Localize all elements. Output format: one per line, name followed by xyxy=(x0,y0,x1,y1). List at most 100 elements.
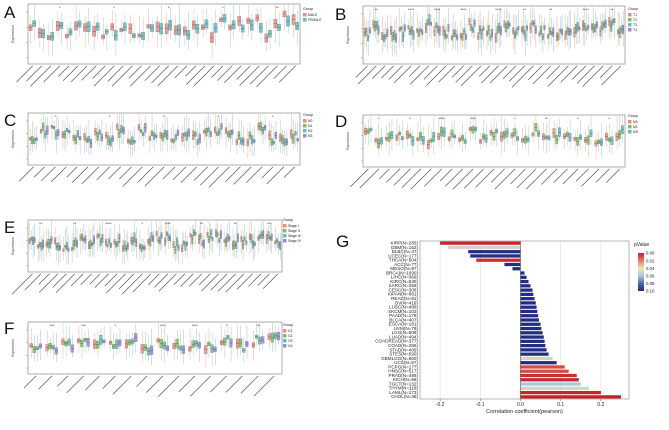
x-tick-label-mark xyxy=(201,273,219,292)
x-tick-label-mark xyxy=(128,65,142,79)
x-tick-label-mark xyxy=(185,65,197,77)
legend-swatch xyxy=(283,229,287,233)
legend-title: Group xyxy=(628,7,638,11)
y-tick-label: DLBC(N=47) xyxy=(392,249,419,254)
x-tick-label-mark xyxy=(575,168,589,182)
x-tick-label-mark xyxy=(601,65,621,86)
x-tick-label-mark xyxy=(379,168,390,180)
legend-title: Group xyxy=(303,113,313,117)
x-tick-label-mark xyxy=(475,168,495,188)
x-tick-label: 0.1 xyxy=(557,402,564,408)
significance-label: ** xyxy=(549,7,553,12)
bar xyxy=(520,301,536,305)
legend-title: Group xyxy=(628,114,638,118)
bar xyxy=(520,361,557,365)
x-tick-label-mark xyxy=(70,273,84,287)
significance-label: **** xyxy=(438,116,445,121)
legend-title: Group xyxy=(283,218,293,222)
y-tick-label: LAML(N=173) xyxy=(389,390,418,395)
x-tick-label-mark xyxy=(18,166,34,182)
x-tick-label-mark xyxy=(210,375,227,393)
legend-entry: M1 xyxy=(633,125,638,129)
y-tick-label: LGG(N=508) xyxy=(392,330,419,335)
x-tick-label-mark xyxy=(81,65,97,81)
bar xyxy=(520,271,525,275)
y-tick-label: THYM(N=118) xyxy=(389,386,419,391)
x-tick-label-mark xyxy=(23,375,37,389)
x-tick-label-mark xyxy=(26,65,42,82)
bar xyxy=(520,314,539,318)
panel-label-a: A xyxy=(4,3,16,22)
significance-label: **** xyxy=(408,7,415,12)
significance-label: ** xyxy=(234,221,238,226)
bar xyxy=(512,267,521,271)
significance-label: **** xyxy=(192,323,199,328)
x-tick-label-mark xyxy=(266,166,285,185)
x-tick-label-mark xyxy=(250,65,269,85)
bar xyxy=(520,275,527,279)
legend-entry: MALE xyxy=(308,13,318,17)
bar xyxy=(520,284,531,288)
legend-swatch xyxy=(303,18,307,22)
legend-entry: T1 xyxy=(633,13,637,17)
x-tick-label-mark xyxy=(30,65,52,87)
x-tick-label-mark xyxy=(478,65,490,77)
plot-frame xyxy=(27,219,283,273)
y-tick-label: KIRP(N=285) xyxy=(391,241,419,246)
x-tick-label-mark xyxy=(94,273,109,288)
y-tick-label: SARC(N=258) xyxy=(389,283,419,288)
bar xyxy=(520,335,544,339)
legend-swatch xyxy=(303,124,307,128)
y-tick-label: CESC(N=306) xyxy=(389,287,419,292)
panel-label-e: E xyxy=(4,218,15,237)
x-tick-label-mark xyxy=(256,65,278,88)
x-tick-label-mark xyxy=(510,168,526,185)
legend-entry: T4 xyxy=(633,28,637,32)
x-tick-label-mark xyxy=(359,168,380,189)
x-tick-label-mark xyxy=(516,168,537,189)
y-tick-label: KIPAN(N=881) xyxy=(388,292,419,297)
x-tick-label-mark xyxy=(174,65,188,79)
significance-label: **** xyxy=(495,7,502,12)
x-tick-label-mark xyxy=(132,273,152,293)
x-tick-label-mark xyxy=(279,65,296,83)
x-tick-label-mark xyxy=(239,65,260,86)
panel-g: G KIRP(N=285)GBM(N=152)DLBC(N=47)UCEC(N=1… xyxy=(336,232,655,415)
x-tick-label-mark xyxy=(66,375,84,393)
x-tick-label-mark xyxy=(33,166,45,178)
legend-swatch xyxy=(283,339,287,343)
x-tick-label-mark xyxy=(89,273,101,285)
legend-swatch xyxy=(628,125,632,129)
x-tick-label-mark xyxy=(546,65,560,79)
bar xyxy=(520,356,553,361)
x-tick-label-mark xyxy=(455,65,473,83)
y-axis-label: Expression xyxy=(11,237,15,254)
legend-title: Group xyxy=(303,7,313,11)
x-tick-label-mark xyxy=(582,65,604,87)
legend-entry: N1 xyxy=(308,124,312,128)
x-tick-label-mark xyxy=(146,375,164,393)
y-tick-label: LUSC(N=489) xyxy=(389,305,418,310)
x-tick-label: -0.2 xyxy=(436,402,445,408)
x-tick-label-mark xyxy=(172,166,187,180)
x-tick-label-mark xyxy=(217,65,233,81)
y-tick-label: HNSC(N=517) xyxy=(388,369,418,374)
bar xyxy=(520,352,549,356)
plot-frame xyxy=(27,321,283,375)
x-tick-label-mark xyxy=(173,273,185,285)
legend-entry: G3 xyxy=(288,339,293,343)
x-tick-label-mark xyxy=(355,65,368,78)
x-tick-label-mark xyxy=(410,168,432,190)
legend-swatch xyxy=(303,129,307,133)
y-axis-label: Expression xyxy=(346,26,350,43)
panel-label-c: C xyxy=(4,111,16,130)
x-tick-label-mark xyxy=(372,65,386,79)
x-tick-label-mark xyxy=(52,273,67,288)
x-tick-label-mark xyxy=(122,166,143,187)
significance-label: * xyxy=(113,5,115,10)
x-tick-label-mark xyxy=(357,65,377,85)
x-tick-label-mark xyxy=(85,375,100,391)
